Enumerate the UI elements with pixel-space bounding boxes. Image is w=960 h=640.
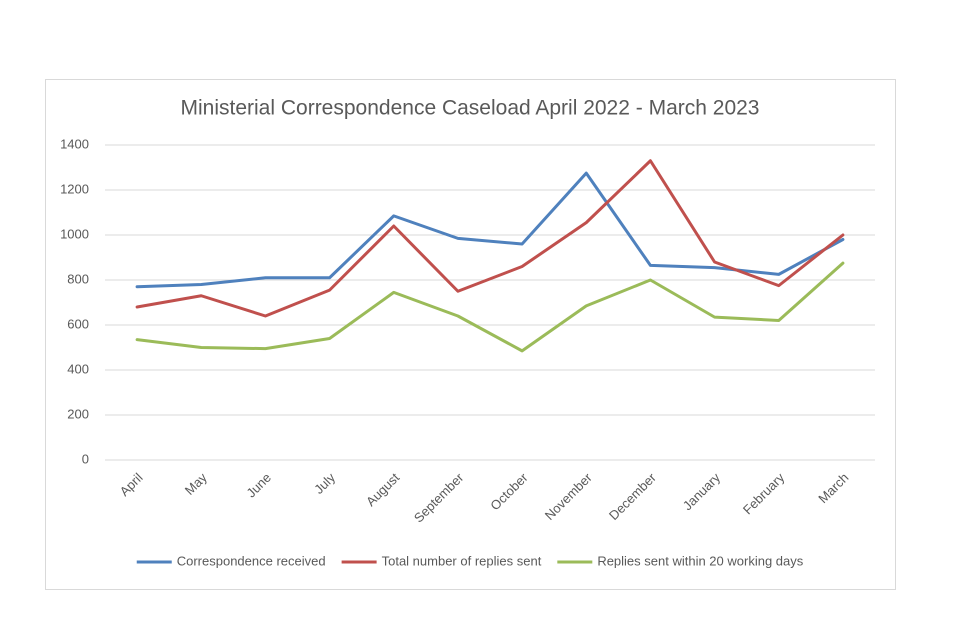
y-tick-label: 400 xyxy=(67,361,89,376)
y-tick-label: 200 xyxy=(67,406,89,421)
series-line xyxy=(135,159,845,318)
series-line xyxy=(135,261,845,353)
series-line xyxy=(135,171,845,289)
legend-label: Total number of replies sent xyxy=(382,553,542,568)
legend-label: Replies sent within 20 working days xyxy=(597,553,803,568)
y-tick-label: 1000 xyxy=(60,226,89,241)
y-tick-label: 1400 xyxy=(60,136,89,151)
y-tick-label: 0 xyxy=(82,451,89,466)
chart-frame xyxy=(45,79,896,590)
y-tick-label: 600 xyxy=(67,316,89,331)
legend-label: Correspondence received xyxy=(177,553,326,568)
chart-title: Ministerial Correspondence Caseload Apri… xyxy=(181,97,760,120)
y-tick-label: 1200 xyxy=(60,181,89,196)
y-tick-label: 800 xyxy=(67,271,89,286)
